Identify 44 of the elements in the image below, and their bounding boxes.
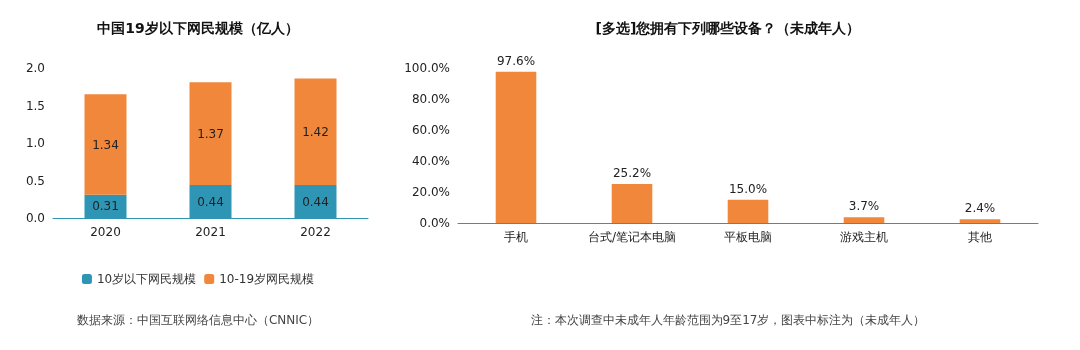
- bar: [84, 94, 127, 195]
- data-label: 0.44: [197, 194, 224, 209]
- source-note: 数据来源：中国互联网络信息中心（CNNIC）: [76, 313, 320, 327]
- chart-title: 中国19岁以下网民规模（亿人）: [97, 20, 299, 36]
- x-tick-label: 平板电脑: [724, 230, 772, 244]
- x-tick-label: 台式/笔记本电脑: [587, 230, 677, 244]
- x-tick-label: 游戏主机: [840, 230, 888, 244]
- data-label: 1.42: [302, 124, 329, 139]
- bar: [727, 199, 769, 223]
- y-tick-label: 1.5: [25, 98, 45, 113]
- data-label: 0.31: [92, 199, 119, 214]
- data-label: 1.37: [197, 126, 224, 141]
- x-tick-label: 手机: [504, 230, 528, 244]
- bar: [294, 78, 337, 185]
- legend-label: 10-19岁网民规模: [219, 272, 315, 286]
- bar: [959, 219, 1001, 223]
- data-label: 3.7%: [848, 199, 880, 214]
- data-label: 1.34: [92, 137, 119, 152]
- data-label: 97.6%: [496, 53, 536, 68]
- y-tick-label: 2.0: [25, 61, 45, 75]
- data-label: 0.44: [302, 194, 329, 209]
- bar: [843, 217, 885, 223]
- chart-title: [多选]您拥有下列哪些设备？（未成年人）: [595, 20, 861, 36]
- y-tick-label: 40.0%: [411, 154, 450, 168]
- y-tick-label: 0.0%: [419, 216, 450, 230]
- x-tick-label: 2022: [300, 225, 331, 239]
- data-label: 15.0%: [728, 181, 768, 196]
- data-label: 25.2%: [612, 165, 652, 180]
- data-label: 2.4%: [964, 201, 996, 216]
- bar: [495, 71, 537, 223]
- bar: [611, 183, 653, 223]
- bar: [189, 82, 232, 185]
- y-tick-label: 20.0%: [411, 185, 450, 199]
- x-tick-label: 其他: [968, 230, 992, 244]
- y-tick-label: 1.0: [25, 136, 45, 150]
- y-tick-label: 60.0%: [411, 123, 450, 137]
- y-tick-label: 80.0%: [411, 92, 450, 106]
- y-tick-label: 100.0%: [404, 61, 450, 75]
- text: 注：本次调查中未成年人年龄范围为9至17岁，图表中标注为（未成年人）: [530, 313, 926, 327]
- y-tick-label: 0.5: [25, 173, 45, 188]
- y-tick-label: 0.0: [25, 211, 45, 225]
- x-tick-label: 2021: [195, 225, 226, 239]
- x-tick-label: 2020: [90, 225, 121, 239]
- legend-label: 10岁以下网民规模: [96, 272, 197, 286]
